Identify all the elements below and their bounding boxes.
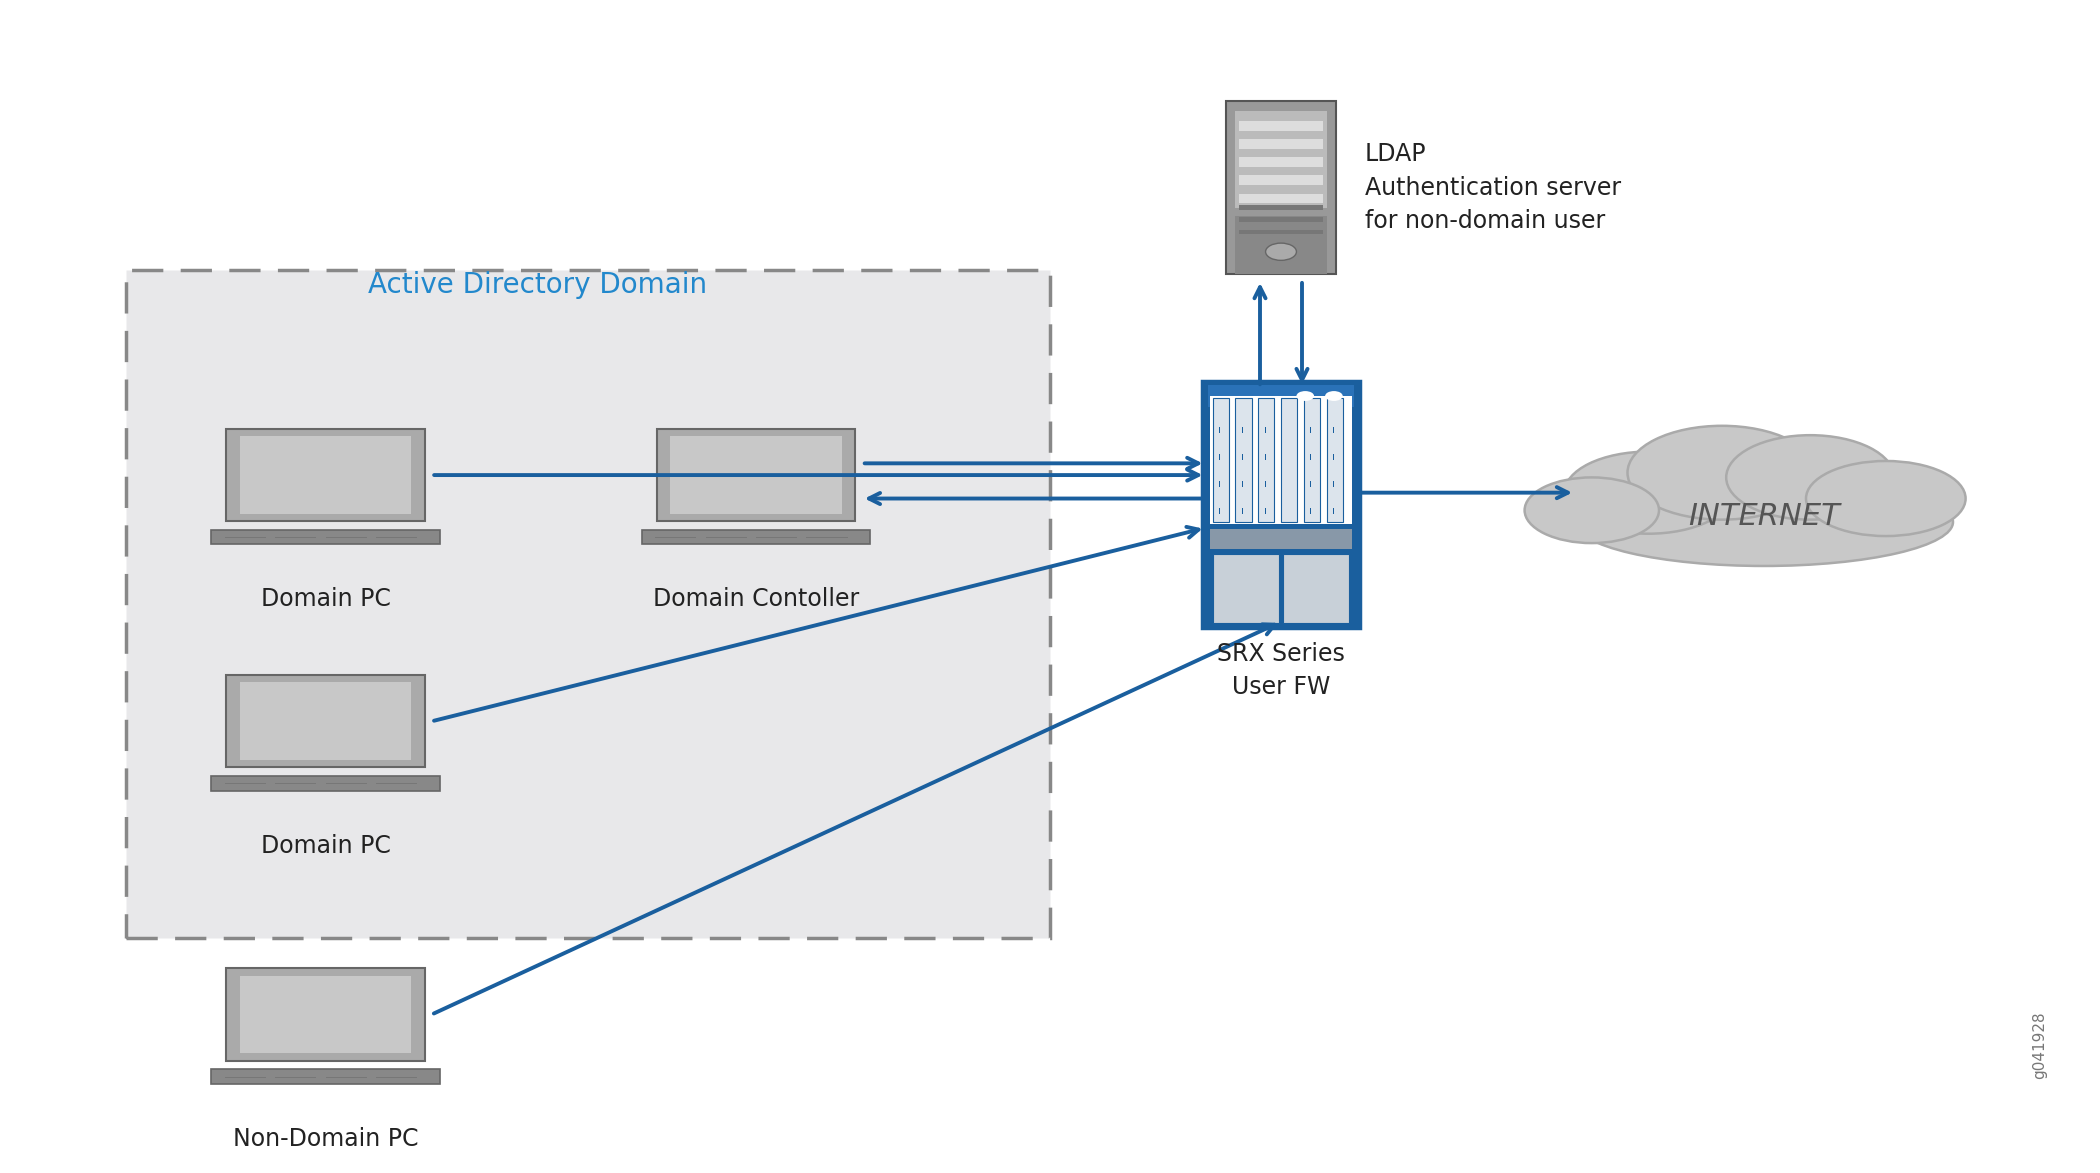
FancyBboxPatch shape (239, 976, 412, 1053)
FancyBboxPatch shape (126, 270, 1050, 938)
FancyBboxPatch shape (212, 1069, 439, 1084)
FancyBboxPatch shape (657, 428, 855, 521)
Ellipse shape (1575, 479, 1953, 567)
Ellipse shape (1525, 477, 1659, 543)
FancyBboxPatch shape (1226, 102, 1336, 274)
FancyBboxPatch shape (1212, 554, 1279, 623)
FancyArrowPatch shape (865, 457, 1199, 469)
FancyBboxPatch shape (1235, 399, 1252, 522)
FancyBboxPatch shape (212, 775, 439, 791)
FancyArrowPatch shape (435, 469, 1199, 481)
Text: Domain Contoller: Domain Contoller (653, 588, 859, 611)
FancyBboxPatch shape (227, 674, 424, 767)
FancyBboxPatch shape (1258, 399, 1275, 522)
FancyBboxPatch shape (670, 436, 842, 514)
FancyArrowPatch shape (869, 493, 1203, 504)
Text: Active Directory Domain: Active Directory Domain (368, 271, 706, 299)
Text: SRX Series
User FW: SRX Series User FW (1218, 642, 1344, 699)
FancyBboxPatch shape (1235, 216, 1327, 274)
FancyBboxPatch shape (1281, 399, 1298, 522)
Text: Domain PC: Domain PC (260, 588, 391, 611)
FancyBboxPatch shape (1235, 111, 1327, 209)
FancyArrowPatch shape (1359, 487, 1569, 499)
FancyBboxPatch shape (227, 968, 424, 1060)
Ellipse shape (1806, 461, 1966, 536)
FancyBboxPatch shape (1210, 396, 1352, 524)
FancyBboxPatch shape (212, 529, 439, 544)
FancyArrowPatch shape (1296, 283, 1308, 380)
FancyArrowPatch shape (435, 527, 1199, 720)
Ellipse shape (1726, 435, 1894, 520)
Text: Domain PC: Domain PC (260, 834, 391, 857)
FancyBboxPatch shape (1210, 529, 1352, 549)
FancyBboxPatch shape (1239, 157, 1323, 167)
FancyArrowPatch shape (435, 624, 1275, 1013)
FancyBboxPatch shape (1283, 554, 1350, 623)
Ellipse shape (1579, 473, 1949, 567)
FancyBboxPatch shape (1208, 385, 1355, 407)
Text: LDAP
Authentication server
for non-domain user: LDAP Authentication server for non-domai… (1365, 142, 1621, 233)
FancyBboxPatch shape (239, 683, 412, 760)
FancyBboxPatch shape (643, 529, 869, 544)
FancyArrowPatch shape (1254, 287, 1266, 385)
FancyBboxPatch shape (1239, 121, 1323, 130)
Text: Non-Domain PC: Non-Domain PC (233, 1127, 418, 1151)
FancyBboxPatch shape (239, 436, 412, 514)
Text: g041928: g041928 (2033, 1011, 2048, 1079)
FancyBboxPatch shape (1239, 176, 1323, 185)
Text: INTERNET: INTERNET (1688, 502, 1840, 530)
FancyBboxPatch shape (1239, 217, 1323, 222)
Ellipse shape (1628, 426, 1816, 520)
Circle shape (1325, 391, 1342, 401)
FancyBboxPatch shape (1239, 230, 1323, 235)
FancyBboxPatch shape (227, 428, 424, 521)
FancyBboxPatch shape (1239, 205, 1323, 210)
FancyBboxPatch shape (1201, 381, 1361, 628)
Circle shape (1296, 391, 1315, 401)
FancyBboxPatch shape (1304, 399, 1321, 522)
FancyBboxPatch shape (1239, 138, 1323, 149)
FancyBboxPatch shape (1212, 399, 1228, 522)
FancyBboxPatch shape (1327, 399, 1342, 522)
FancyBboxPatch shape (1239, 194, 1323, 203)
Ellipse shape (1564, 452, 1732, 534)
Circle shape (1266, 243, 1296, 260)
